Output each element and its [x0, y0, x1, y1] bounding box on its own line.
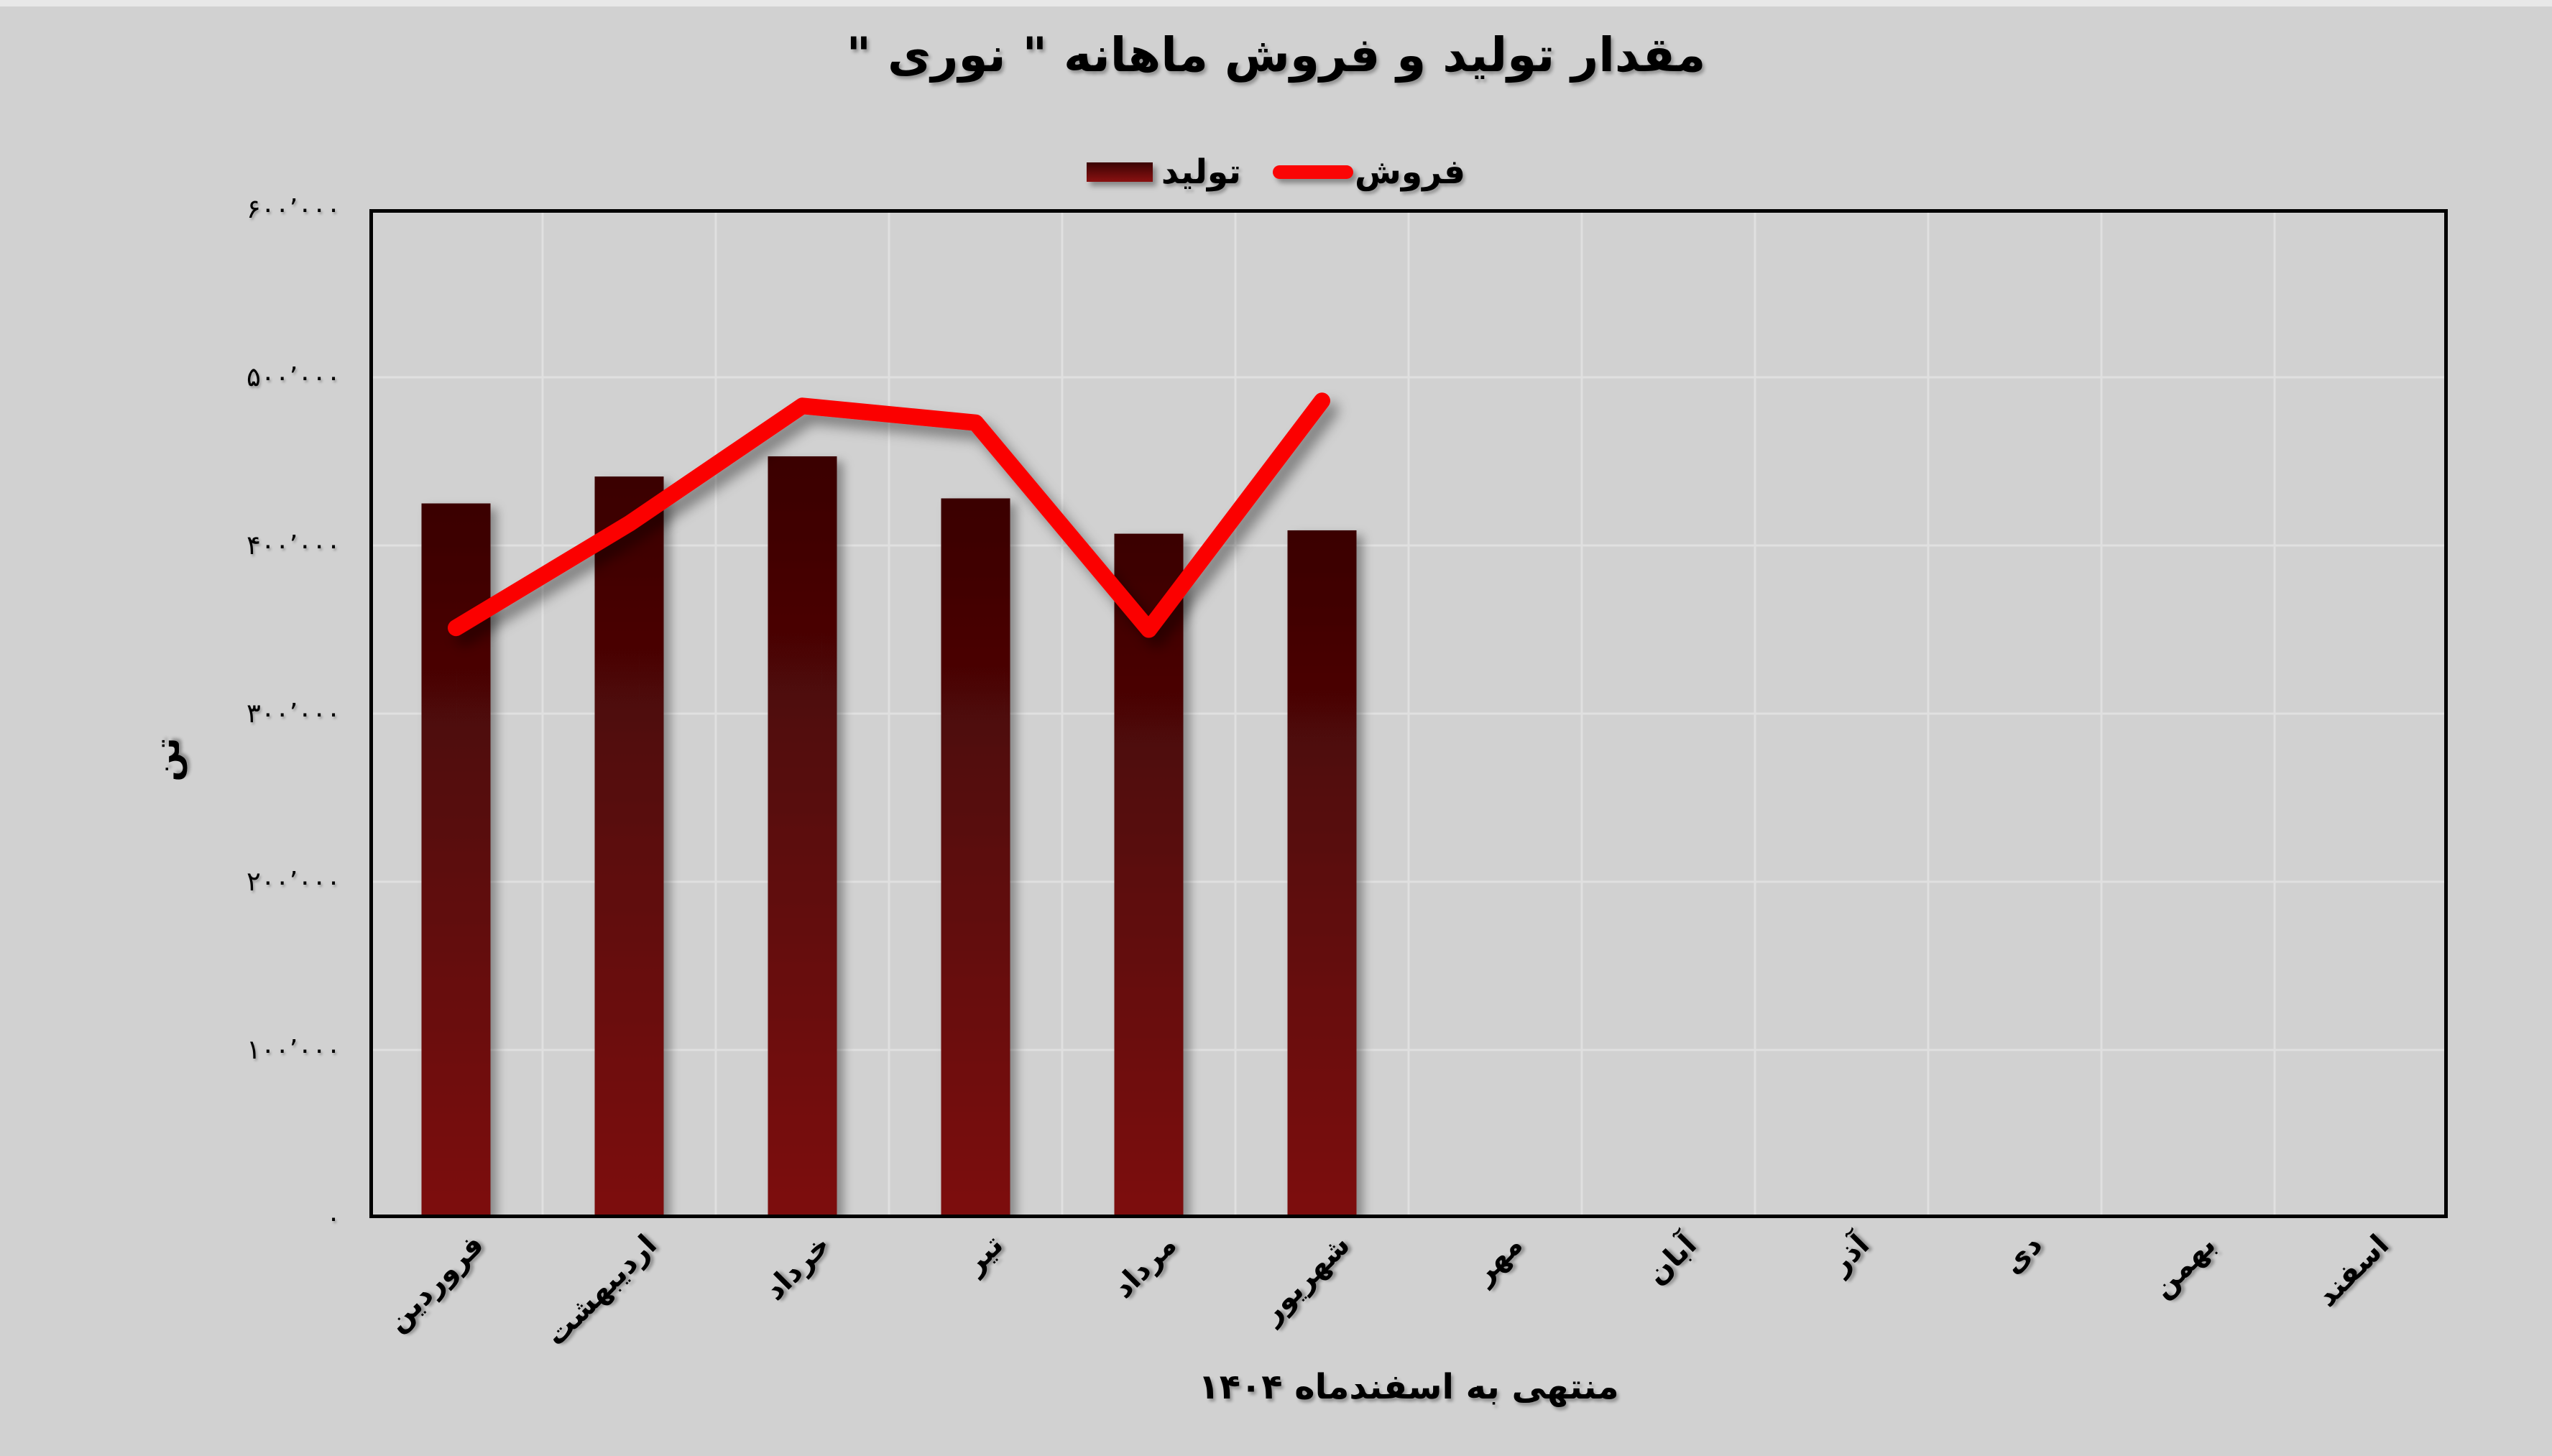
production-bar — [941, 498, 1010, 1218]
x-tick-label-month: اسفند — [2311, 1228, 2396, 1314]
x-tick-label-month: آبان — [1639, 1228, 1703, 1291]
y-tick-label: ۲۰۰٬۰۰۰ — [247, 866, 341, 897]
x-tick-label-month: شهریور — [1255, 1228, 1357, 1330]
x-tick-label-month: دی — [1996, 1228, 2050, 1281]
chart-title: مقدار تولید و فروش ماهانه " نوری " — [846, 27, 1706, 83]
legend-production-label: تولید — [1161, 152, 1241, 192]
y-axis-title: تن — [147, 737, 188, 782]
y-tick-label: ۶۰۰٬۰۰۰ — [247, 193, 341, 224]
production-bar — [768, 456, 837, 1218]
x-tick-label-month: تیر — [958, 1228, 1010, 1281]
y-tick-label: ۵۰۰٬۰۰۰ — [247, 361, 341, 392]
legend-sales-label: فروش — [1355, 152, 1466, 192]
sales-line-swatch-icon — [1273, 165, 1353, 179]
x-tick-label-month: مهر — [1468, 1228, 1530, 1291]
plot-border — [369, 209, 2448, 1218]
production-bar — [594, 476, 664, 1218]
x-tick-label-month: بهمن — [2146, 1228, 2223, 1305]
production-bar — [1287, 530, 1357, 1218]
sales-line — [448, 392, 1330, 638]
x-axis-title: منتهی به اسفندماه ۱۴۰۴ — [1198, 1367, 1619, 1407]
x-tick-label-month: اردیبهشت — [539, 1228, 664, 1353]
legend-item-sales: فروش — [1273, 152, 1465, 192]
x-tick-label-month: فروردین — [380, 1228, 491, 1339]
window-top-strip — [0, 0, 2552, 6]
legend-item-production: تولید — [1086, 152, 1241, 192]
plot-area — [369, 209, 2448, 1218]
x-tick-label-month: مرداد — [1106, 1228, 1184, 1305]
y-tick-label: ۴۰۰٬۰۰۰ — [247, 530, 341, 561]
production-bar-swatch-icon — [1086, 162, 1153, 182]
x-tick-label-month: آذر — [1823, 1228, 1876, 1281]
y-tick-label: ۱۰۰٬۰۰۰ — [247, 1034, 341, 1065]
legend: تولید فروش — [0, 148, 2552, 195]
y-tick-label: ۳۰۰٬۰۰۰ — [247, 698, 341, 729]
production-bar — [1114, 533, 1184, 1218]
x-tick-label-month: خرداد — [758, 1228, 837, 1307]
y-tick-label: ۰ — [326, 1202, 341, 1233]
